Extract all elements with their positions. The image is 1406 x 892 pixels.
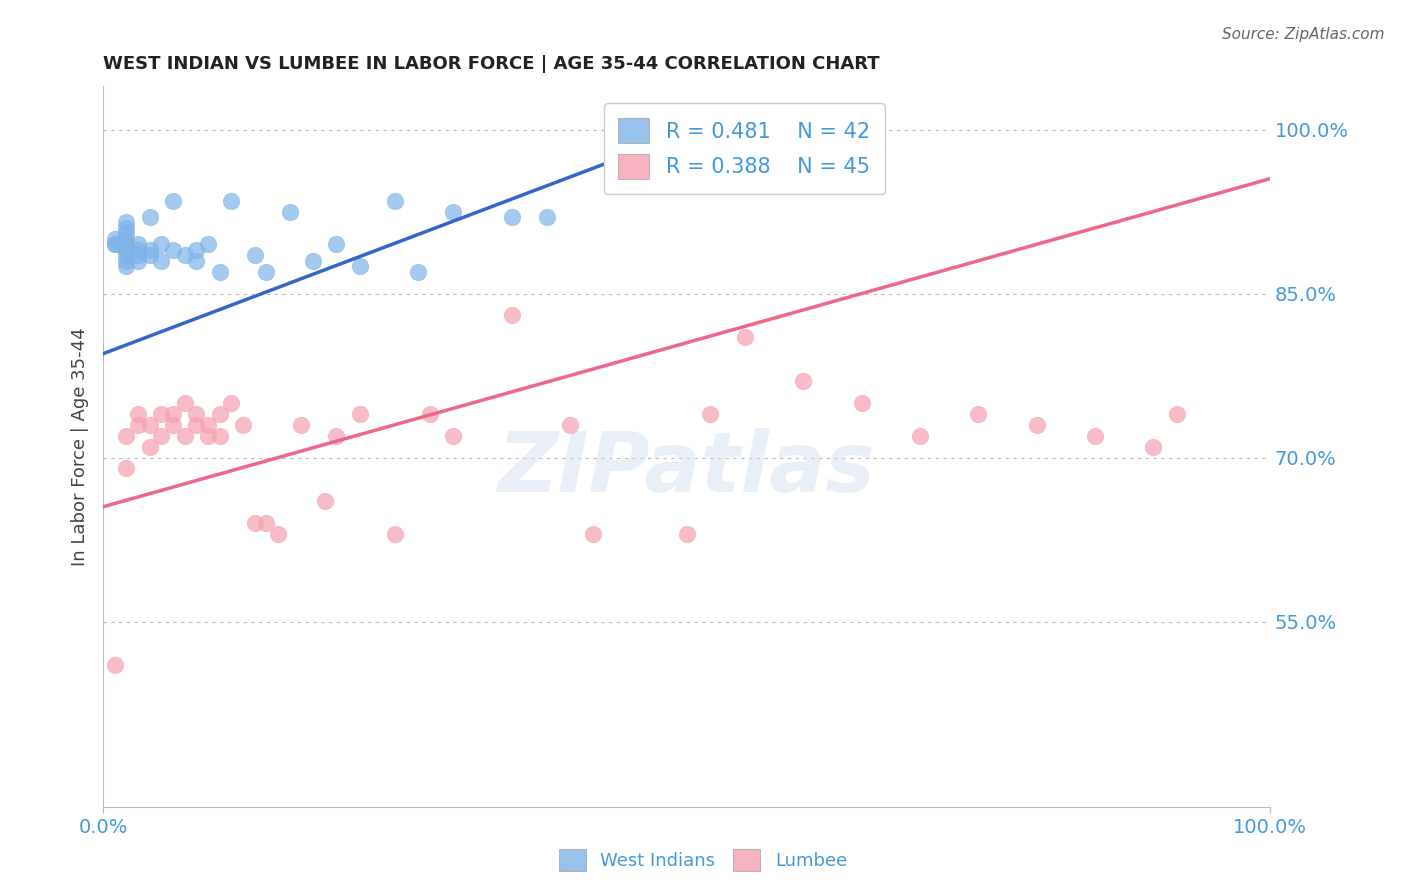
Point (162, 417, 184, 432)
Point (232, 417, 254, 432)
Point (290, 417, 312, 432)
Point (115, 428, 138, 442)
Point (115, 253, 138, 268)
Point (150, 428, 173, 442)
Y-axis label: In Labor Force | Age 35-44: In Labor Force | Age 35-44 (72, 327, 89, 566)
Point (186, 253, 208, 268)
Point (1142, 440, 1164, 454)
Point (441, 204, 464, 219)
Point (186, 407, 208, 421)
Point (115, 237, 138, 252)
Point (173, 396, 195, 410)
Text: ZIPatlas: ZIPatlas (498, 428, 876, 508)
Point (582, 527, 605, 541)
Point (675, 527, 697, 541)
Point (197, 428, 219, 442)
Point (173, 248, 195, 262)
Point (197, 417, 219, 432)
Point (792, 374, 814, 388)
Point (699, 122, 721, 136)
Point (115, 221, 138, 235)
Point (115, 461, 138, 475)
Point (115, 215, 138, 229)
Point (127, 417, 149, 432)
Point (1166, 407, 1188, 421)
Point (162, 194, 184, 208)
Point (1025, 417, 1047, 432)
Point (127, 248, 149, 262)
Point (256, 516, 278, 531)
Point (278, 204, 301, 219)
Point (501, 210, 523, 224)
Point (349, 407, 371, 421)
Point (208, 407, 231, 421)
Point (967, 407, 990, 421)
Point (221, 396, 243, 410)
Legend: R = 0.481    N = 42, R = 0.388    N = 45: R = 0.481 N = 42, R = 0.388 N = 45 (603, 103, 884, 194)
Point (186, 243, 208, 257)
Point (908, 428, 931, 442)
Point (115, 248, 138, 262)
Point (197, 237, 219, 252)
Point (384, 194, 406, 208)
Point (139, 417, 162, 432)
Point (162, 407, 184, 421)
Point (406, 265, 429, 279)
Point (325, 237, 347, 252)
Point (208, 428, 231, 442)
Legend: West Indians, Lumbee: West Indians, Lumbee (551, 842, 855, 879)
Point (208, 265, 231, 279)
Point (501, 309, 523, 323)
Point (115, 232, 138, 246)
Point (139, 243, 162, 257)
Point (314, 494, 336, 508)
Point (243, 516, 266, 531)
Point (243, 248, 266, 262)
Point (104, 658, 127, 673)
Point (115, 227, 138, 241)
Text: Source: ZipAtlas.com: Source: ZipAtlas.com (1222, 27, 1385, 42)
Point (139, 248, 162, 262)
Point (851, 396, 873, 410)
Point (221, 194, 243, 208)
Point (162, 243, 184, 257)
Point (384, 527, 406, 541)
Point (734, 330, 756, 344)
Point (139, 210, 162, 224)
Point (173, 428, 195, 442)
Point (441, 428, 464, 442)
Point (115, 259, 138, 273)
Point (1084, 428, 1107, 442)
Point (558, 417, 581, 432)
Text: WEST INDIAN VS LUMBEE IN LABOR FORCE | AGE 35-44 CORRELATION CHART: WEST INDIAN VS LUMBEE IN LABOR FORCE | A… (103, 55, 880, 73)
Point (104, 237, 127, 252)
Point (127, 407, 149, 421)
Point (150, 407, 173, 421)
Point (150, 237, 173, 252)
Point (675, 122, 697, 136)
Point (536, 210, 558, 224)
Point (186, 417, 208, 432)
Point (150, 253, 173, 268)
Point (127, 253, 149, 268)
Point (419, 407, 441, 421)
Point (115, 243, 138, 257)
Point (139, 440, 162, 454)
Point (325, 428, 347, 442)
Point (127, 243, 149, 257)
Point (699, 407, 721, 421)
Point (267, 527, 290, 541)
Point (127, 237, 149, 252)
Point (302, 253, 325, 268)
Point (349, 259, 371, 273)
Point (104, 232, 127, 246)
Point (256, 265, 278, 279)
Point (104, 237, 127, 252)
